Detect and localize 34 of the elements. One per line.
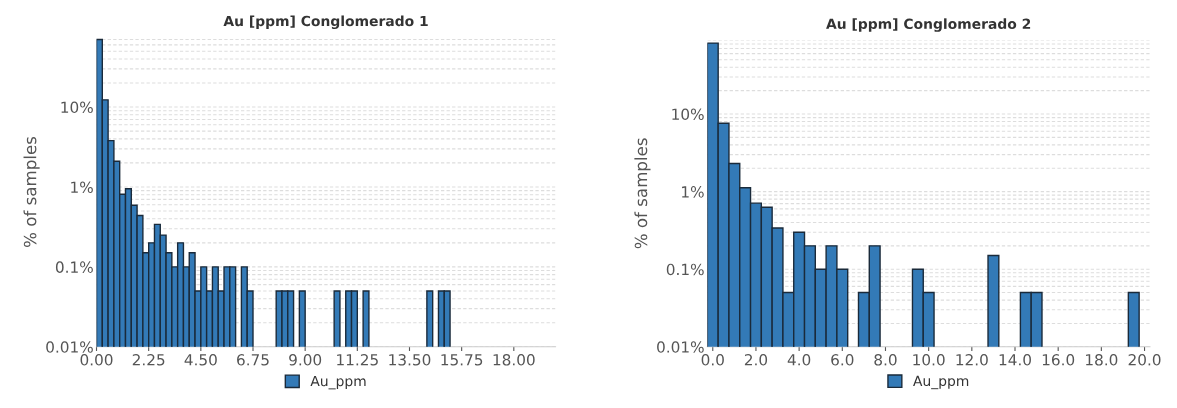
x-tick-label: 4.50: [184, 354, 217, 366]
legend-label: Au_ppm: [310, 375, 366, 390]
x-tick-label: 10.0: [913, 354, 945, 366]
y-tick-label: 10%: [61, 101, 93, 114]
y-tick-label: 1%: [682, 186, 704, 198]
x-tick-label: 8.0: [874, 354, 897, 366]
y-tick-label: 1%: [71, 181, 93, 193]
x-tick-label: 14.0: [999, 354, 1031, 366]
y-axis-title: % of samples: [634, 138, 651, 249]
x-tick-label: 4.0: [787, 354, 811, 366]
x-tick-label: 18.0: [1086, 354, 1118, 366]
x-tick-label: 11.25: [337, 354, 378, 366]
y-axis-title: % of samples: [23, 136, 40, 247]
x-tick-label: 18.00: [493, 354, 535, 366]
x-tick-label: 2.0: [744, 354, 768, 366]
y-tick-label: 10%: [672, 108, 704, 121]
x-tick-label: 12.0: [956, 354, 988, 366]
x-tick-label: 13.50: [389, 354, 431, 366]
chart-title: Au [ppm] Conglomerado 1: [223, 15, 428, 30]
x-tick-label: 16.0: [1042, 354, 1075, 366]
chart-title: Au [ppm] Conglomerado 2: [826, 18, 1031, 32]
x-tick-label: 15.75: [441, 354, 483, 366]
x-tick-label: 9.00: [289, 354, 322, 366]
x-tick-label: 0.00: [80, 354, 113, 366]
y-tick-label: 0.01%: [46, 341, 93, 353]
x-tick-label: 0.0: [701, 354, 724, 366]
y-tick-label: 0.1%: [55, 261, 93, 273]
legend-label: Au_ppm: [913, 375, 969, 390]
y-tick-label: 0.01%: [657, 341, 704, 353]
x-tick-label: 2.25: [132, 354, 165, 366]
x-tick-label: 6.75: [237, 354, 269, 366]
y-tick-label: 0.1%: [666, 263, 704, 276]
x-tick-label: 20.0: [1128, 354, 1161, 366]
x-tick-label: 6.0: [831, 354, 854, 366]
